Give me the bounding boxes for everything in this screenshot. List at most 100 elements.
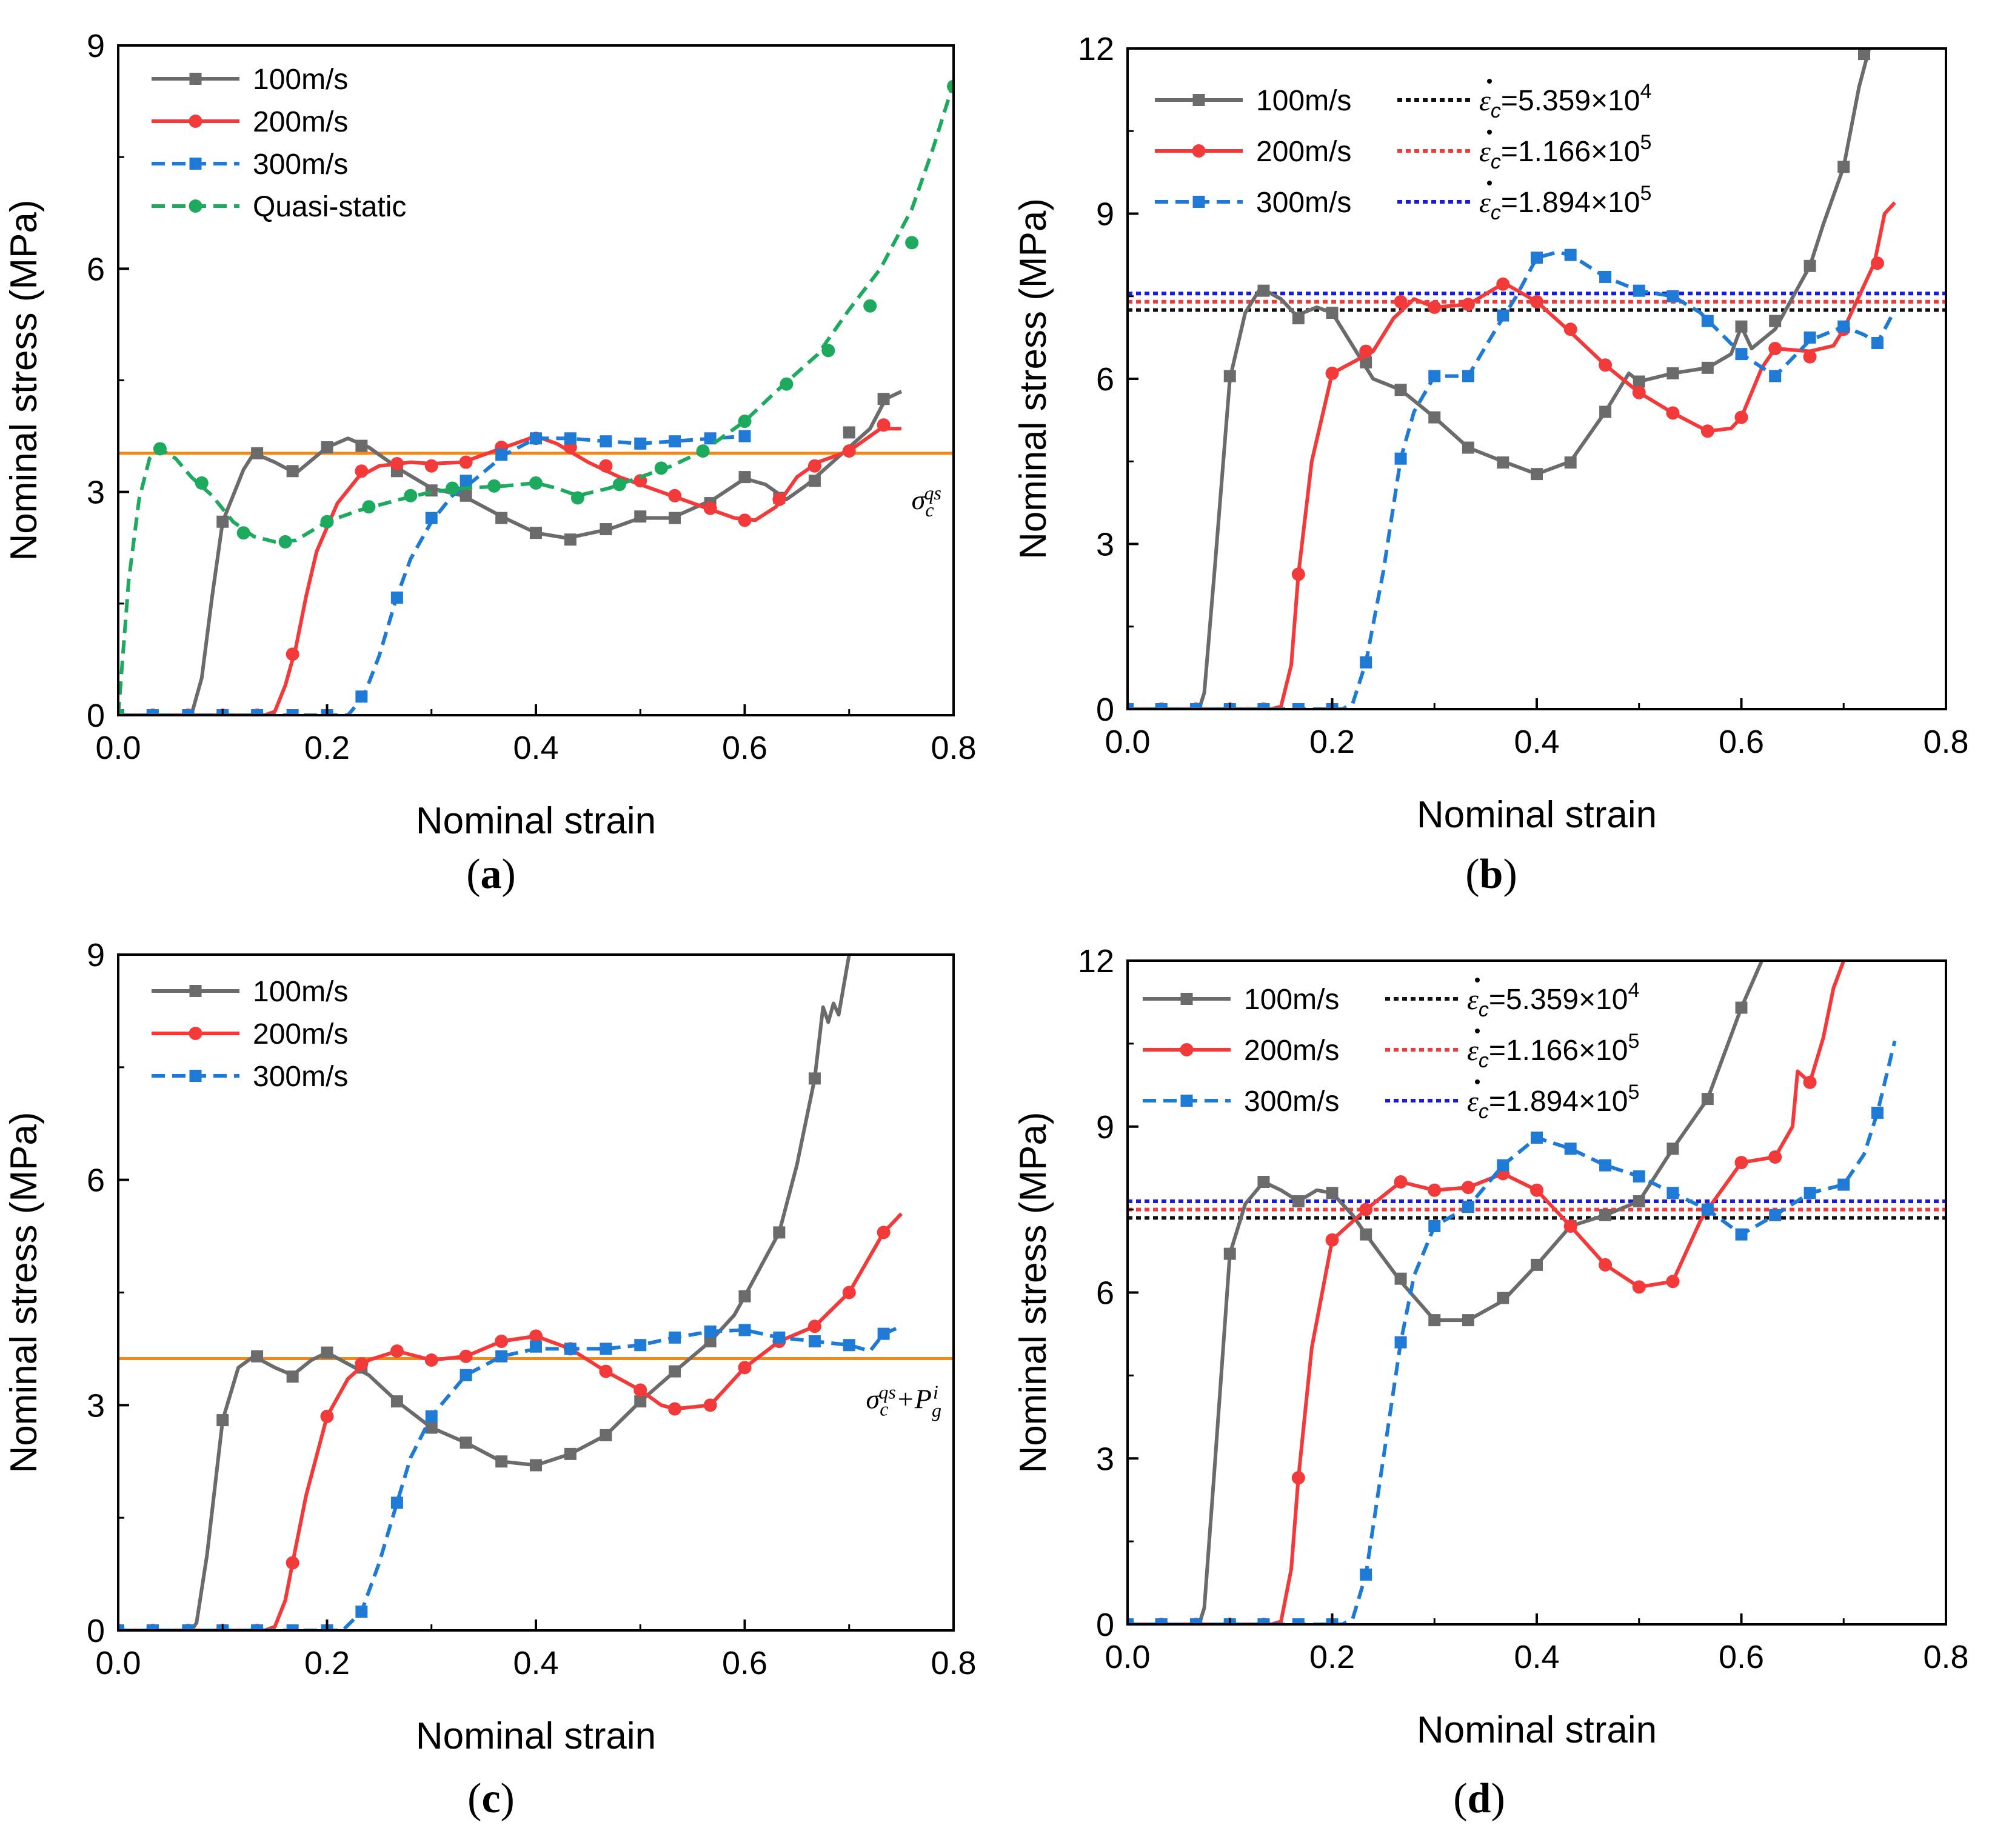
panel-d: 0.0 0.2 0.4 0.6 0.8 0 3 6 9 12 Nominal strain Nomin… [1012,943,1969,1822]
y-axis-label: Nominal stress (MPa) [3,200,45,561]
data-point [668,1402,682,1416]
data-point [704,1335,717,1348]
data-point [1497,1292,1509,1304]
legend-rate-dot [1487,130,1492,135]
data-point [355,439,368,452]
data-point [195,476,209,490]
x-tick-label: 0.4 [513,1645,558,1681]
data-point [1871,336,1884,349]
legend-label: 300m/s [253,148,348,181]
legend-rate-dot [1475,1029,1480,1033]
data-point [1359,1203,1373,1216]
x-tick-label: 0.6 [722,1645,767,1681]
legend-marker [189,115,202,128]
data-point [1564,249,1577,261]
data-point [530,1459,542,1472]
legend-rate-dot [1475,978,1480,982]
data-point [1858,48,1870,61]
x-axis-label: Nominal strain [1417,1709,1657,1751]
data-point [1428,370,1441,382]
panel-b: 0.0 0.2 0.4 0.6 0.8 0 3 6 9 12 Nominal strain Nomin… [1012,31,1969,898]
data-point [600,1429,612,1441]
legend: 100m/s 200m/s 300m/s [152,976,348,1093]
data-point [1666,1187,1679,1199]
data-point [320,515,334,529]
data-point [1531,1132,1543,1144]
legend-marker [189,1070,202,1082]
legend-label: 200m/s [253,1018,348,1050]
data-point [1428,411,1441,424]
y-tick-label: 6 [1096,361,1114,398]
data-point [1563,322,1577,336]
x-tick-label: 0.8 [931,730,976,766]
data-point [1632,385,1646,399]
legend-rate-label: εc=1.166×105 [1479,131,1651,173]
y-tick-label: 0 [87,1613,105,1649]
data-point [738,415,752,429]
legend-marker [1192,94,1205,106]
data-point [1292,1618,1305,1624]
data-point [1803,331,1816,344]
data-point [821,344,835,358]
data-point [1155,703,1168,709]
data-point [251,447,264,459]
data-point [600,435,612,448]
data-point [390,457,404,471]
data-point [654,461,668,475]
data-point [487,479,501,493]
x-tick-label: 0.4 [1514,724,1559,760]
legend-marker [1180,1043,1194,1056]
data-point [703,501,717,515]
data-point [425,1421,438,1434]
data-point [564,533,577,546]
panel-c: 0.0 0.2 0.4 0.6 0.8 0 3 6 9 Nominal strain Nominal… [3,937,977,1822]
data-point [877,1327,890,1340]
data-point [1461,1181,1475,1195]
data-point [495,1350,508,1363]
data-point [738,430,751,442]
data-point [696,444,710,458]
data-point [390,1496,403,1509]
data-point [1564,1142,1577,1155]
data-point [495,512,508,524]
legend-label: 200m/s [1244,1035,1339,1067]
data-point [495,449,508,461]
data-point [460,475,472,487]
data-point [251,709,264,715]
x-tick-label: 0.2 [304,730,350,766]
data-point [424,459,438,473]
x-tick-label: 0.2 [1309,724,1355,760]
x-tick-label: 0.2 [304,1645,350,1681]
data-point [634,437,647,450]
data-point [1633,375,1645,388]
data-point [877,418,891,432]
legend-marker [1192,144,1206,158]
legend-rate-label: εc=1.894×105 [1479,182,1651,224]
legend-marker [189,199,202,213]
data-point [216,1414,229,1427]
data-point [1496,277,1510,291]
x-tick-label: 0.0 [1105,724,1150,760]
data-point [460,489,472,502]
legend-marker [1192,196,1205,208]
data-point [738,513,752,527]
legend-label: 100m/s [1256,85,1351,117]
data-point [390,592,403,604]
y-tick-label: 9 [87,28,105,64]
x-tick-label: 0.2 [1309,1639,1355,1675]
panel-label: (a) [466,851,516,898]
data-point [1360,1568,1372,1581]
panel-a: 0.0 0.2 0.4 0.6 0.8 0 3 6 9 Nominal strain Nominal… [3,28,977,898]
data-point [321,441,333,453]
legend-label: 200m/s [253,106,348,138]
data-point [1428,1220,1441,1232]
data-point [1360,356,1372,369]
legend-label: 300m/s [1244,1086,1339,1118]
data-point [1870,256,1884,270]
x-tick-label: 0.8 [931,1645,976,1681]
data-point [1803,350,1817,364]
data-point [1530,1183,1543,1197]
data-point [355,1357,369,1371]
data-point [1768,342,1782,356]
data-point [669,435,681,448]
